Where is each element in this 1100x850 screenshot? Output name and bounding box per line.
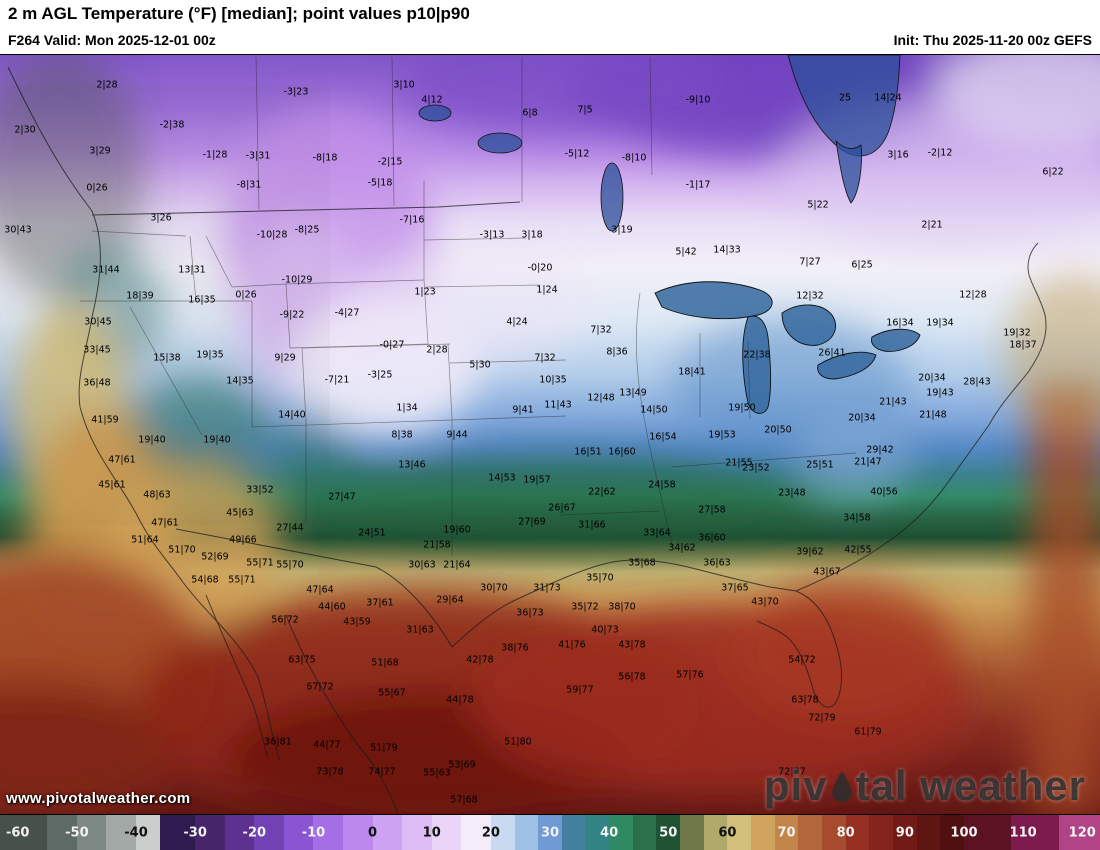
colorbar-segment — [461, 815, 492, 850]
valid-time-label: F264 Valid: Mon 2025-12-01 00z — [8, 32, 216, 48]
terrain-texture — [0, 85, 330, 525]
colorbar-segment — [585, 815, 610, 850]
colorbar-segment — [195, 815, 226, 850]
colorbar-tick-label: -10 — [301, 825, 326, 840]
colorbar-tick-label: 80 — [836, 825, 855, 840]
colorbar-segment — [680, 815, 705, 850]
init-time-label: Init: Thu 2025-11-20 00z GEFS — [893, 32, 1092, 48]
colorbar-tick-label: -20 — [242, 825, 267, 840]
colorbar-segment — [159, 815, 196, 850]
colorbar-tick-label: 20 — [481, 825, 500, 840]
map-title: 2 m AGL Temperature (°F) [median]; point… — [8, 4, 470, 23]
colorbar-segment — [343, 815, 374, 850]
colorbar-segment — [106, 815, 137, 850]
colorbar-tick-label: 50 — [659, 825, 678, 840]
logo-text-prefix: piv — [763, 762, 828, 809]
colorbar-tick-label: 10 — [422, 825, 441, 840]
pivotal-weather-logo: piv tal weather — [764, 762, 1086, 810]
temperature-colorbar: -60 -50 -40 -30 -20 -10 0 10 20 30 40 50 60 70 80 90 100… — [0, 814, 1100, 850]
colorbar-segment — [254, 815, 285, 850]
colorbar-segment — [47, 815, 78, 850]
colorbar-tick-label: -60 — [5, 825, 30, 840]
temperature-map — [0, 54, 1100, 815]
colorbar-tick-label: 100 — [950, 825, 978, 840]
colorbar-tick-label: 60 — [718, 825, 737, 840]
colorbar-segment — [136, 815, 161, 850]
colorbar-segments — [0, 815, 1100, 850]
colorbar-segment — [514, 815, 539, 850]
colorbar-tick-label: 0 — [368, 825, 378, 840]
map-canvas — [0, 55, 1100, 815]
colorbar-segment — [893, 815, 918, 850]
colorbar-segment — [798, 815, 823, 850]
colorbar-tick-labels: -60 -50 -40 -30 -20 -10 0 10 20 30 40 50 60 70 80 90 100… — [0, 815, 1100, 850]
colorbar-segment — [822, 815, 847, 850]
colorbar-segment — [751, 815, 776, 850]
colorbar-segment — [632, 815, 657, 850]
colorbar-tick-label: 40 — [600, 825, 619, 840]
title-bar: 2 m AGL Temperature (°F) [median]; point… — [0, 0, 1100, 30]
colorbar-segment — [845, 815, 870, 850]
coastline — [7, 66, 1047, 814]
colorbar-segment — [1011, 815, 1060, 850]
colorbar-tick-label: -40 — [124, 825, 148, 840]
logo-text-suffix: tal weather — [855, 762, 1086, 809]
colorbar-segment — [402, 815, 433, 850]
colorbar-segment — [372, 815, 403, 850]
colorbar-segment — [431, 815, 462, 850]
colorbar-segment — [869, 815, 894, 850]
colorbar-segment — [609, 815, 634, 850]
colorbar-segment — [703, 815, 728, 850]
colorbar-segment — [1058, 815, 1100, 850]
colorbar-segment — [774, 815, 799, 850]
colorbar-segment — [224, 815, 255, 850]
colorbar-segment — [940, 815, 965, 850]
colorbar-tick-label: -50 — [65, 825, 89, 840]
colorbar-tick-label: 110 — [1009, 825, 1037, 840]
colorbar-tick-label: 90 — [895, 825, 914, 840]
colorbar-segment — [313, 815, 344, 850]
colorbar-tick-label: -30 — [183, 825, 207, 840]
colorbar-segment — [561, 815, 587, 850]
northern-water-bodies — [418, 55, 901, 232]
state-borders — [80, 56, 857, 555]
colorbar-segment — [283, 815, 314, 850]
colorbar-tick-label: 30 — [540, 825, 560, 840]
colorbar-segment — [76, 815, 107, 850]
colorbar-segment — [963, 815, 1012, 850]
colorbar-tick-label: 70 — [777, 825, 796, 840]
colorbar-segment — [0, 815, 48, 850]
colorbar-segment — [916, 815, 941, 850]
colorbar-segment — [727, 815, 752, 850]
info-bar: F264 Valid: Mon 2025-12-01 00z Init: Thu… — [0, 30, 1100, 54]
colorbar-segment — [490, 815, 516, 850]
water-drop-icon — [831, 770, 852, 803]
colorbar-tick-label: 120 — [1068, 825, 1096, 840]
colorbar-segment — [538, 815, 563, 850]
site-watermark: www.pivotalweather.com — [6, 790, 191, 807]
great-lakes — [654, 281, 921, 414]
colorbar-segment — [656, 815, 681, 850]
